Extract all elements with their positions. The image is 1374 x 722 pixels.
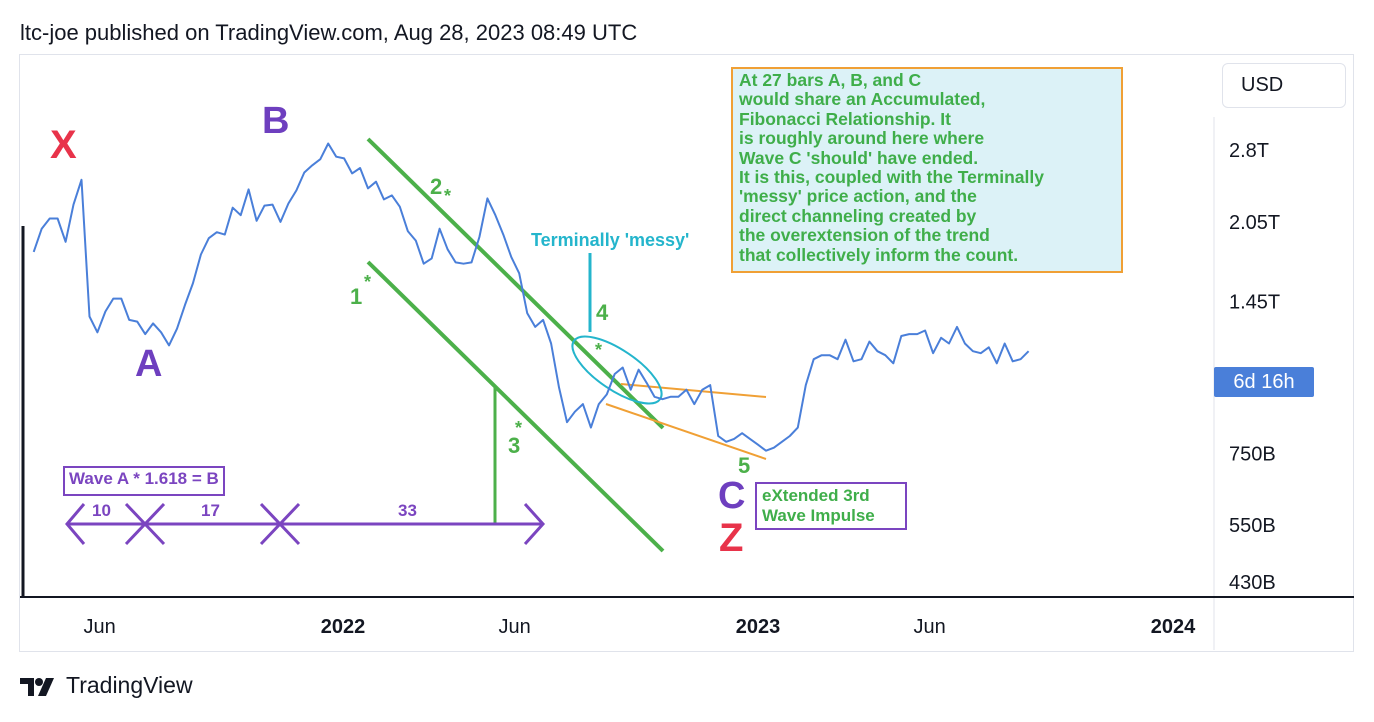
extended-line-1: eXtended 3rd bbox=[762, 486, 870, 505]
fib-formula-label: Wave A * 1.618 = B bbox=[63, 466, 225, 496]
info-line: that collectively inform the count. bbox=[739, 244, 1019, 265]
left-arrowhead bbox=[65, 503, 86, 545]
channel-upper-line bbox=[366, 137, 665, 430]
publish-line: ltc-joe published on TradingView.com, Au… bbox=[20, 20, 638, 45]
wave-1-star: * bbox=[364, 272, 371, 292]
x-tick-label: 2023 bbox=[736, 616, 781, 638]
wave-4-star: * bbox=[595, 340, 602, 360]
x-tick-label: 2022 bbox=[321, 616, 366, 638]
x-tick-label: 2024 bbox=[1151, 616, 1196, 638]
y-tick-label: 2.8T bbox=[1229, 140, 1269, 162]
cross-mark-2b bbox=[259, 502, 301, 546]
price-series-line bbox=[32, 142, 1030, 452]
extended-line-2: Wave Impulse bbox=[762, 506, 875, 525]
y-tick-label: 750B bbox=[1229, 444, 1276, 466]
info-line: is roughly around here where bbox=[739, 128, 985, 149]
x-tick-label: Jun bbox=[914, 616, 946, 638]
wave-2-star: * bbox=[444, 186, 451, 206]
info-line: the overextension of the trend bbox=[739, 225, 990, 246]
wedge-upper-line bbox=[620, 383, 767, 398]
y-tick-label: 2.05T bbox=[1229, 212, 1280, 234]
info-line: At 27 bars A, B, and C bbox=[739, 70, 922, 90]
messy-ellipse bbox=[571, 335, 663, 405]
info-line: It is this, coupled with the Terminally bbox=[739, 167, 1044, 188]
tradingview-brand-name: TradingView bbox=[66, 672, 193, 698]
wave-5-label: 5 bbox=[738, 453, 750, 478]
wave-3-label: 3 bbox=[508, 433, 520, 458]
x-tick-label: Jun bbox=[499, 616, 531, 638]
extended-third-box: eXtended 3rd Wave Impulse bbox=[755, 482, 907, 530]
chart-frame bbox=[19, 54, 1354, 652]
tradingview-logo[interactable]: TradingView bbox=[20, 672, 193, 699]
info-line: direct channeling created by bbox=[739, 205, 977, 226]
y-tick-label: 430B bbox=[1229, 572, 1276, 594]
wave-label-x: X bbox=[50, 123, 77, 167]
info-line: would share an Accumulated, bbox=[739, 89, 986, 110]
cross-mark-1b bbox=[124, 502, 166, 546]
wedge-lower-line bbox=[605, 403, 767, 460]
y-tick-label: 550B bbox=[1229, 515, 1276, 537]
currency-button[interactable]: USD bbox=[1222, 63, 1346, 108]
right-arrowhead bbox=[523, 502, 546, 546]
wave-label-z: Z bbox=[719, 516, 743, 560]
info-line: Wave C 'should' have ended. bbox=[739, 147, 979, 168]
y-tick-label: 1.45T bbox=[1229, 292, 1280, 314]
wave-2-label: 2 bbox=[430, 174, 442, 199]
bar-count-10: 10 bbox=[92, 501, 111, 520]
bar-count-arrows bbox=[65, 502, 546, 546]
wave-label-b: B bbox=[262, 100, 289, 142]
wave-1-label: 1 bbox=[350, 284, 362, 309]
price-scale[interactable]: 2.8T 2.05T 1.45T 750B 550B 430B bbox=[1229, 140, 1280, 594]
time-scale[interactable]: Jun 2022 Jun 2023 Jun 2024 bbox=[84, 616, 1197, 638]
wave-label-c: C bbox=[718, 475, 745, 517]
terminally-messy-label: Terminally 'messy' bbox=[531, 230, 689, 250]
x-tick-label: Jun bbox=[84, 616, 116, 638]
bar-count-17: 17 bbox=[201, 501, 220, 520]
wave-label-a: A bbox=[135, 343, 162, 385]
wave-3-star: * bbox=[515, 418, 522, 438]
info-line: 'messy' price action, and the bbox=[739, 186, 977, 207]
channel-lower-line bbox=[366, 260, 665, 553]
tradingview-logo-icon bbox=[20, 677, 54, 696]
bar-count-33: 33 bbox=[398, 501, 417, 520]
wave-4-label: 4 bbox=[596, 300, 609, 325]
countdown-price-tag: 6d 16h bbox=[1214, 367, 1314, 397]
info-line: Fibonacci Relationship. It bbox=[739, 108, 951, 129]
